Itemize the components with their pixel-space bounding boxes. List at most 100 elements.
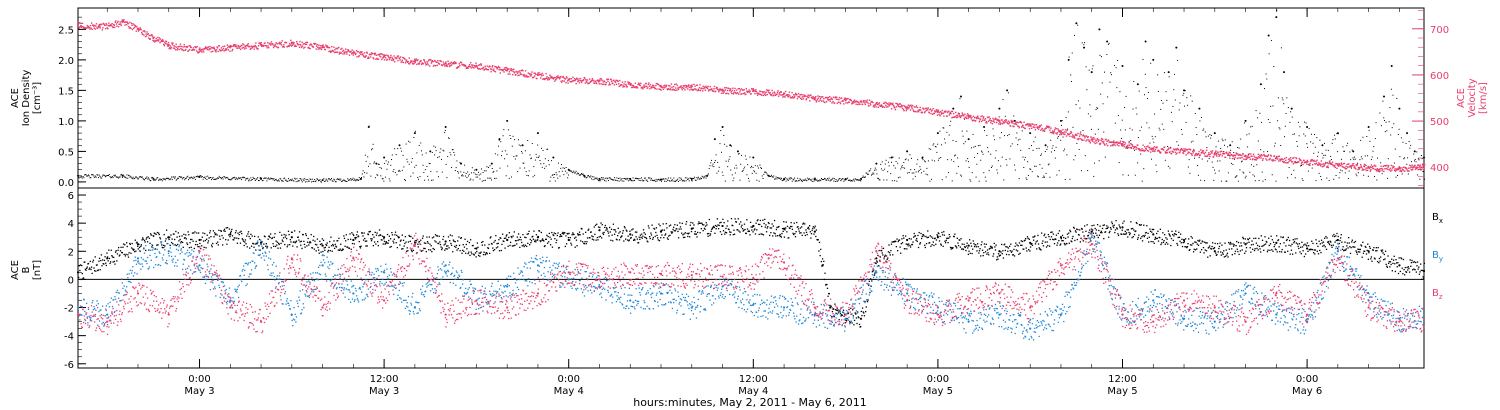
b-point: [189, 242, 191, 244]
velocity-point: [735, 92, 737, 95]
density-point: [1260, 149, 1262, 151]
density-point: [800, 179, 802, 181]
velocity-point: [1214, 153, 1216, 156]
velocity-point: [804, 95, 807, 97]
b-point: [173, 233, 175, 235]
density-point: [1246, 134, 1248, 136]
velocity-point: [137, 28, 139, 31]
density-point: [598, 177, 601, 180]
velocity-point: [995, 118, 997, 120]
density-point: [1148, 127, 1150, 129]
density-point: [940, 157, 942, 159]
density-point: [817, 180, 819, 182]
density-point: [224, 176, 226, 178]
velocity-point: [281, 40, 283, 42]
velocity-point: [1141, 148, 1143, 150]
density-point: [617, 177, 619, 179]
velocity-point: [183, 43, 185, 46]
density-point: [1018, 178, 1020, 180]
velocity-point: [1035, 124, 1038, 126]
density-point: [1379, 112, 1381, 114]
density-point: [802, 179, 804, 181]
density-point: [563, 174, 565, 176]
velocity-point: [592, 80, 595, 82]
density-point: [448, 137, 450, 139]
density-point: [1422, 171, 1424, 173]
velocity-point: [792, 97, 794, 99]
density-point: [673, 177, 675, 179]
density-point: [87, 175, 89, 177]
velocity-point: [1221, 150, 1223, 153]
b-point: [247, 231, 250, 233]
velocity-point: [565, 76, 568, 78]
velocity-point: [196, 51, 199, 53]
density-point: [747, 177, 749, 179]
density-point: [469, 179, 471, 181]
density-point: [1140, 126, 1142, 128]
b-point: [324, 246, 327, 249]
velocity-point: [445, 61, 447, 63]
density-point: [498, 139, 500, 141]
velocity-point: [206, 48, 209, 51]
density-point: [174, 177, 176, 179]
density-point: [1289, 121, 1291, 123]
b-point: [306, 241, 309, 243]
velocity-point: [1149, 151, 1152, 153]
density-point: [716, 172, 718, 174]
density-point: [434, 154, 436, 156]
velocity-point: [1284, 162, 1286, 164]
velocity-point: [702, 85, 704, 88]
density-point: [803, 179, 805, 181]
b-point: [334, 243, 336, 246]
density-point: [258, 180, 260, 182]
velocity-point: [1160, 151, 1162, 153]
density-point: [451, 167, 453, 169]
density-point: [1124, 107, 1126, 109]
density-point: [654, 179, 656, 181]
b-point: [165, 229, 168, 231]
b-point: [343, 237, 346, 240]
velocity-point: [611, 80, 613, 83]
velocity-point: [1167, 149, 1169, 151]
velocity-point: [1340, 164, 1342, 167]
b-point: [93, 270, 96, 272]
density-point: [813, 180, 815, 182]
b-point: [111, 256, 114, 258]
velocity-point: [1191, 150, 1194, 153]
density-point: [554, 180, 556, 182]
velocity-point: [314, 42, 317, 45]
velocity-point: [317, 46, 319, 48]
b-point: [315, 250, 317, 252]
b-point: [89, 260, 91, 263]
velocity-point: [871, 100, 873, 103]
density-point: [1387, 158, 1389, 160]
density-point: [1361, 158, 1363, 160]
density-point: [402, 154, 404, 156]
velocity-point: [1418, 164, 1420, 166]
density-point: [757, 165, 759, 167]
density-point: [1187, 166, 1189, 168]
density-point: [744, 155, 746, 157]
velocity-point: [1250, 153, 1252, 155]
velocity-point: [362, 53, 364, 55]
density-point: [238, 178, 240, 180]
velocity-point: [1170, 152, 1173, 155]
density-point: [1204, 131, 1206, 133]
velocity-point: [272, 43, 274, 46]
velocity-point: [396, 57, 398, 59]
velocity-point: [964, 113, 966, 115]
velocity-point: [825, 100, 828, 103]
velocity-point: [480, 64, 483, 66]
density-point: [401, 150, 403, 152]
density-point: [601, 178, 603, 180]
velocity-point: [1090, 138, 1093, 141]
velocity-point: [86, 24, 89, 27]
density-point: [784, 179, 786, 181]
velocity-point: [454, 62, 456, 65]
density-point: [287, 178, 289, 180]
density-point: [344, 180, 346, 182]
density-point: [1028, 148, 1030, 150]
velocity-point: [601, 83, 604, 86]
velocity-point: [1391, 167, 1394, 169]
velocity-point: [950, 110, 953, 113]
